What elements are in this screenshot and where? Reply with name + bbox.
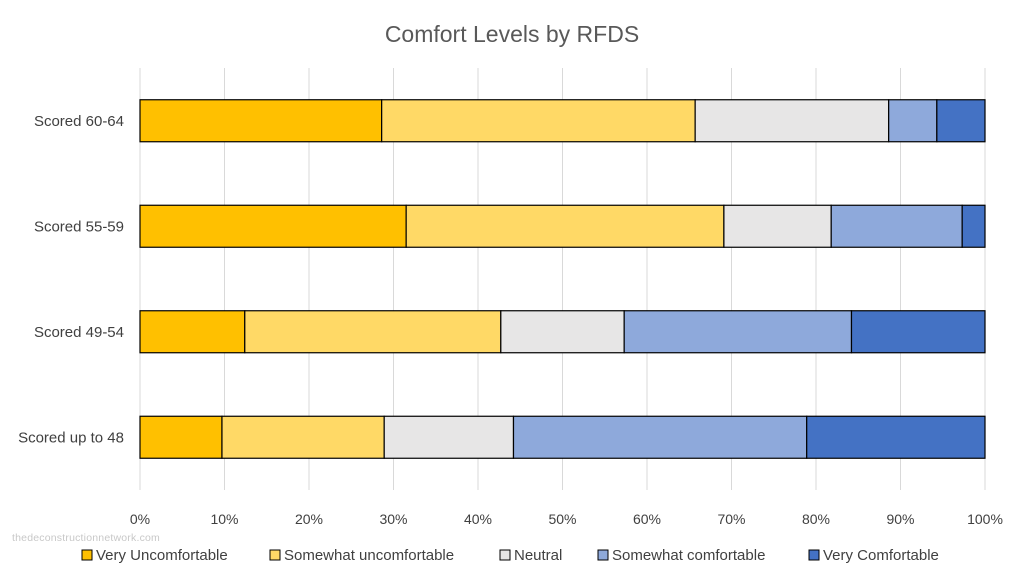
x-tick-label: 70% xyxy=(717,511,745,527)
watermark: thedeconstructionnetwork.com xyxy=(12,532,160,544)
bar-segment xyxy=(221,415,385,459)
legend-label: Somewhat uncomfortable xyxy=(284,547,454,564)
bar-segment xyxy=(936,99,986,143)
x-tick-label: 100% xyxy=(967,511,1003,527)
bar-segment xyxy=(244,310,502,354)
chart-title: Comfort Levels by RFDS xyxy=(385,21,639,47)
legend-swatch xyxy=(499,549,511,561)
category-label: Scored up to 48 xyxy=(18,429,124,446)
legend-swatch xyxy=(808,549,820,561)
legend: Very Uncomfortable Somewhat uncomfortable… xyxy=(81,547,939,564)
bar-segment xyxy=(723,204,832,248)
legend-label: Very Comfortable xyxy=(823,547,939,564)
bar-segment xyxy=(806,415,986,459)
x-tick-label: 60% xyxy=(633,511,661,527)
x-tick-label: 30% xyxy=(379,511,407,527)
category-label: Scored 55-59 xyxy=(34,218,124,235)
bar-segment xyxy=(500,310,625,354)
legend-swatch xyxy=(597,549,609,561)
bar-segment xyxy=(830,204,963,248)
bar-segment xyxy=(623,310,853,354)
category-labels: Scored 60-64 Scored 55-59 Scored 49-54 Scor… xyxy=(18,113,124,447)
x-tick-label: 0% xyxy=(130,511,150,527)
x-tick-label: 20% xyxy=(295,511,323,527)
bar-segment xyxy=(961,204,986,248)
legend-label: Very Uncomfortable xyxy=(96,547,228,564)
bar-segment xyxy=(381,99,696,143)
bar-segment xyxy=(139,415,223,459)
x-tick-label: 90% xyxy=(886,511,914,527)
x-tick-label: 40% xyxy=(464,511,492,527)
bar-segment xyxy=(139,99,383,143)
legend-swatch xyxy=(81,549,93,561)
x-tick-label: 50% xyxy=(548,511,576,527)
category-label: Scored 60-64 xyxy=(34,113,124,130)
x-tick-labels: 0% 10% 20% 30% 40% 50% 60% 70% 80% 90% 100% xyxy=(130,511,1003,527)
legend-swatch xyxy=(269,549,281,561)
bar-segment xyxy=(888,99,938,143)
bar-segment xyxy=(405,204,725,248)
bar-segment xyxy=(512,415,808,459)
legend-label: Somewhat comfortable xyxy=(612,547,765,564)
bar-segment xyxy=(383,415,515,459)
x-tick-label: 10% xyxy=(210,511,238,527)
legend-label: Neutral xyxy=(514,547,562,564)
bar-segment xyxy=(139,310,246,354)
bar-segment xyxy=(850,310,986,354)
x-tick-label: 80% xyxy=(802,511,830,527)
category-label: Scored 49-54 xyxy=(34,324,124,341)
bar-segment xyxy=(139,204,407,248)
bars xyxy=(139,99,986,459)
bar-segment xyxy=(694,99,890,143)
